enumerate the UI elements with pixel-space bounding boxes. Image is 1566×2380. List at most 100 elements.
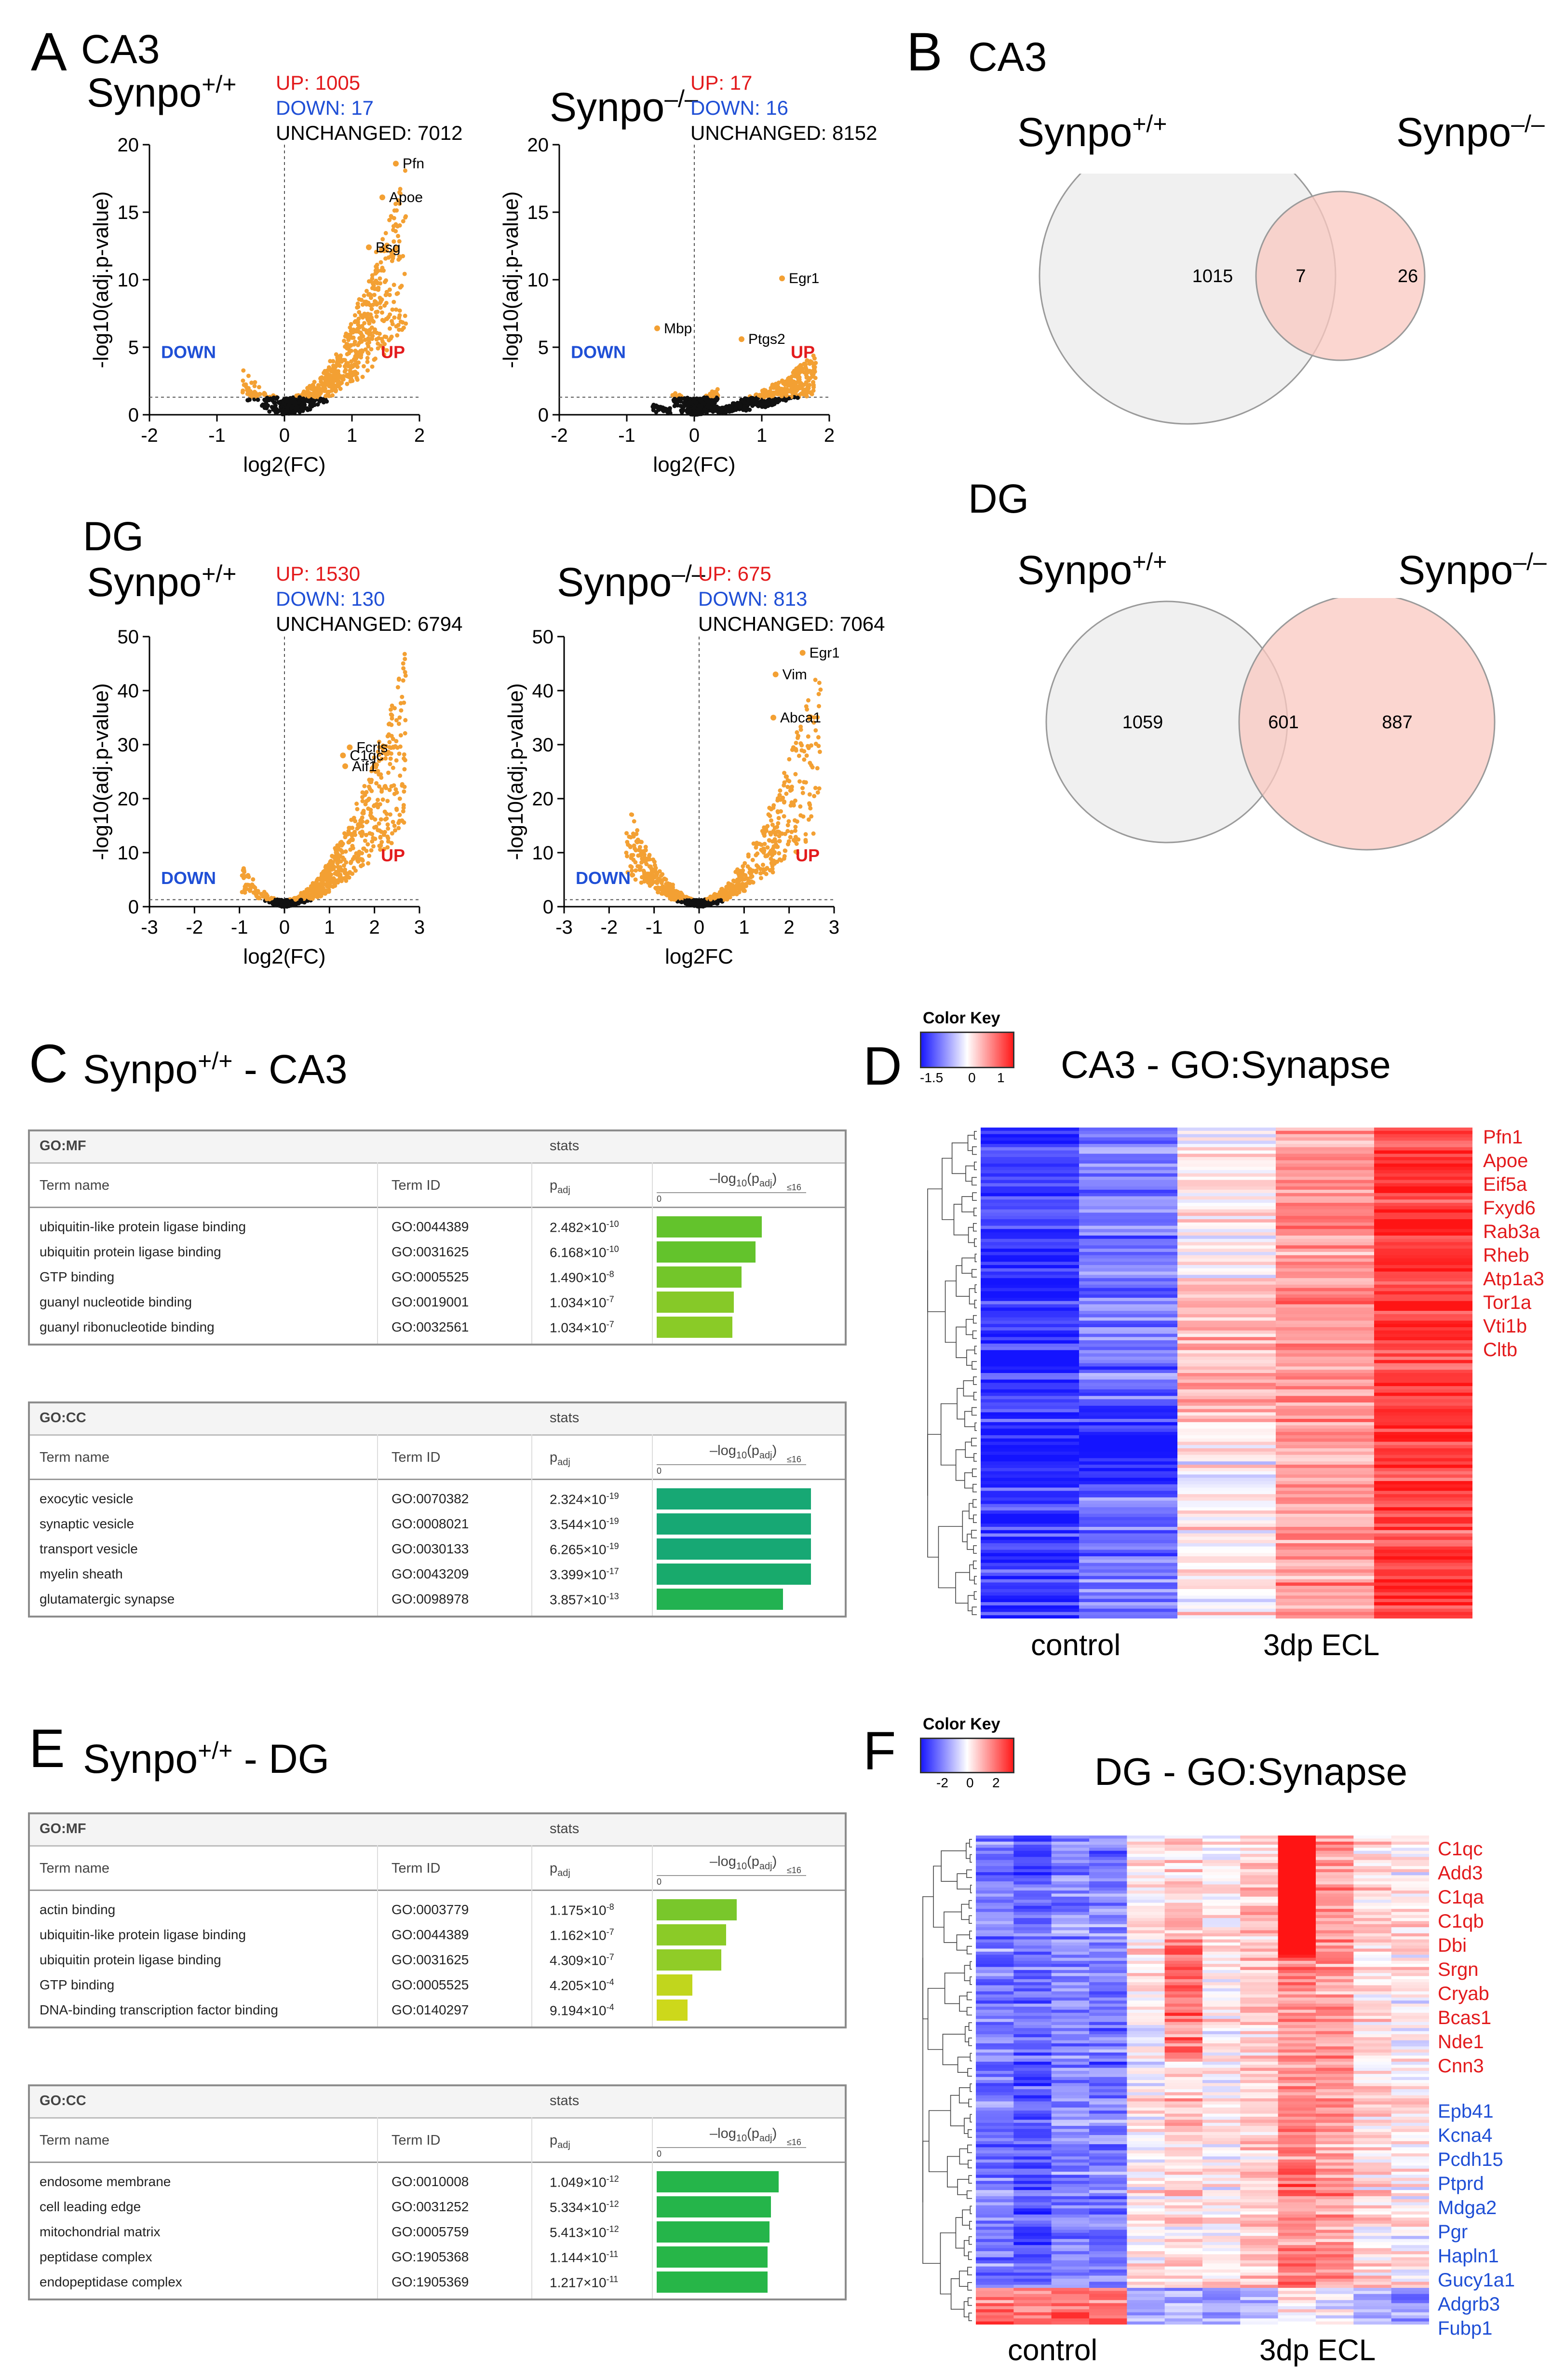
- unchanged-count: UNCHANGED: 6794: [276, 612, 463, 635]
- heatmap-cell: [1276, 1297, 1375, 1302]
- go-term-id: GO:0031625: [392, 1244, 469, 1259]
- heatmap-cell: [981, 1412, 1080, 1416]
- heatmap-cell: [1374, 1357, 1472, 1360]
- heatmap-cell: [1391, 1896, 1429, 1900]
- heatmap-cell: [1276, 1258, 1375, 1262]
- heatmap-cell: [1079, 1465, 1178, 1469]
- data-point: [394, 739, 399, 744]
- data-point: [785, 823, 790, 828]
- data-point: [764, 871, 769, 876]
- heatmap-cell: [1177, 1346, 1276, 1351]
- heatmap-cell: [1164, 1857, 1203, 1861]
- data-point: [749, 875, 754, 880]
- heatmap-cell: [1164, 1841, 1203, 1845]
- heatmap-cell: [1079, 1526, 1178, 1531]
- heatmap-cell: [981, 1543, 1080, 1547]
- data-point: [795, 735, 800, 740]
- data-point: [397, 308, 402, 313]
- data-point: [772, 826, 777, 830]
- heatmap-cell: [1276, 1471, 1375, 1475]
- heatmap-cell: [1276, 1193, 1375, 1197]
- heatmap-cell: [1276, 1189, 1375, 1194]
- data-point: [376, 336, 381, 340]
- heatmap-cell: [1079, 1563, 1178, 1567]
- heatmap-cell: [1276, 1314, 1375, 1318]
- data-point: [245, 883, 250, 887]
- heatmap-cell: [1374, 1442, 1472, 1445]
- heatmap-cell: [1278, 1866, 1316, 1870]
- heatmap-cell: [1276, 1320, 1375, 1324]
- heatmap-cell: [1374, 1559, 1472, 1564]
- heatmap-cell: [1202, 1896, 1241, 1900]
- data-point: [738, 885, 743, 890]
- heatmap-cell: [981, 1376, 1080, 1380]
- go-bar: [657, 2196, 771, 2217]
- go-term-name: mitochondrial matrix: [40, 2224, 161, 2239]
- data-point: [359, 332, 364, 337]
- data-point: [351, 831, 356, 836]
- down-count: DOWN: 16: [690, 96, 789, 119]
- data-point: [384, 290, 389, 295]
- data-point: [328, 373, 333, 378]
- heatmap-cell: [1391, 1863, 1429, 1866]
- heatmap-cell: [981, 1409, 1080, 1413]
- heatmap-cell: [1374, 1189, 1472, 1194]
- data-point: [803, 832, 808, 837]
- data-point: [343, 344, 348, 349]
- data-point: [318, 894, 323, 898]
- heatmap-cell: [1391, 1854, 1429, 1857]
- go-bar: [657, 1241, 756, 1263]
- x-tick-label: -1: [208, 425, 226, 446]
- heatmap-cell: [1276, 1491, 1375, 1495]
- heatmap-cell: [1079, 1487, 1178, 1491]
- data-point: [367, 854, 372, 858]
- heatmap-cell: [1079, 1474, 1178, 1478]
- data-point: [241, 368, 246, 373]
- heatmap-cell: [981, 1468, 1080, 1472]
- heatmap-cell: [1353, 1863, 1392, 1866]
- heatmap-cell: [1079, 1540, 1178, 1544]
- data-point: [643, 848, 648, 853]
- heatmap-cell: [1051, 1857, 1090, 1861]
- data-point: [366, 300, 371, 305]
- heatmap-cell: [981, 1268, 1080, 1272]
- heatmap-cell: [976, 1887, 1014, 1891]
- heatmap-cell: [1051, 1854, 1090, 1857]
- y-tick-label: 50: [532, 627, 554, 648]
- heatmap-cell: [1276, 1294, 1375, 1298]
- down-count: DOWN: 813: [698, 587, 808, 610]
- data-point: [401, 254, 405, 258]
- heatmap-cell: [1079, 1605, 1178, 1609]
- heatmap-gene-label: Rheb: [1483, 1245, 1529, 1266]
- color-key-ticks: -1.5 0 1: [920, 1070, 1005, 1085]
- color-key-ticks: -2 0 2: [936, 1775, 1000, 1790]
- data-point: [338, 854, 342, 858]
- heatmap-cell: [1079, 1422, 1178, 1426]
- col-term-name: Term name: [40, 1450, 110, 1465]
- heatmap-cell: [1079, 1513, 1178, 1518]
- heatmap-cell: [1276, 1291, 1375, 1295]
- data-point: [355, 301, 360, 306]
- data-point: [668, 882, 673, 886]
- data-point: [271, 901, 276, 906]
- heatmap-cell: [1276, 1265, 1375, 1269]
- heatmap-cell: [1276, 1468, 1375, 1472]
- heatmap-d-title: CA3 - GO:Synapse: [1061, 1043, 1391, 1086]
- data-point: [380, 797, 385, 802]
- data-point: [310, 890, 315, 895]
- dg-section-title: DG: [83, 514, 144, 559]
- heatmap-cell: [981, 1324, 1080, 1328]
- data-point: [320, 386, 324, 391]
- heatmap-cell: [1079, 1556, 1178, 1560]
- gene-label: Pfn1: [403, 156, 424, 172]
- data-point: [660, 405, 665, 410]
- heatmap-cell: [1177, 1268, 1276, 1272]
- heatmap-cell: [1079, 1225, 1178, 1229]
- heatmap-cell: [1079, 1553, 1178, 1557]
- heatmap-cell: [1374, 1602, 1472, 1606]
- heatmap-cell: [1374, 1481, 1472, 1485]
- heatmap-cell: [1374, 1569, 1472, 1573]
- data-point: [336, 880, 340, 885]
- data-point: [794, 748, 798, 753]
- data-point: [811, 385, 816, 390]
